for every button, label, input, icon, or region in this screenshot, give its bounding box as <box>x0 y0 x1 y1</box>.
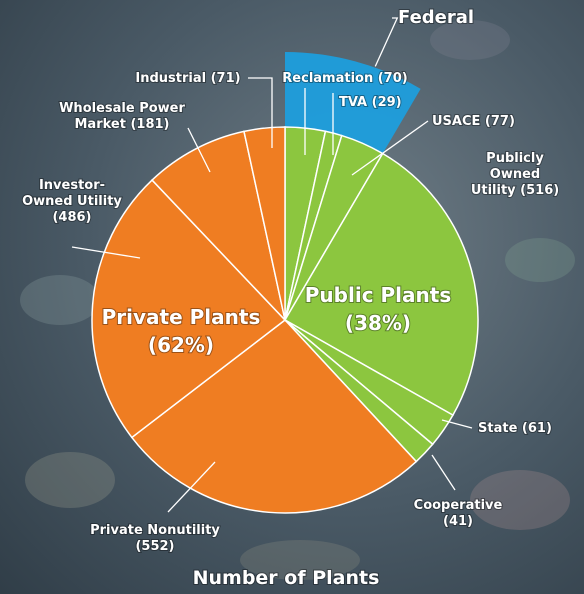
slice-label: State (61) <box>478 421 552 436</box>
chart: Reclamation (70) TVA (29) USACE (77) Public… <box>0 0 584 594</box>
group-label: Public Plants <box>305 283 451 307</box>
slice-label: Industrial (71) <box>135 71 240 86</box>
chart-title: Number of Plants <box>193 567 380 589</box>
group-share: (38%) <box>345 311 411 335</box>
group-share: (62%) <box>148 333 214 357</box>
group-label: Private Plants <box>102 305 261 329</box>
slice-label: TVA (29) <box>339 95 402 110</box>
annotation: Federal <box>398 7 474 28</box>
slice-label: Reclamation (70) <box>282 71 407 86</box>
slice-label: USACE (77) <box>432 114 515 129</box>
